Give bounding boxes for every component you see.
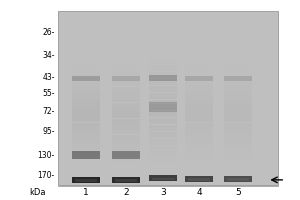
FancyBboxPatch shape [115,179,137,182]
FancyBboxPatch shape [72,151,100,159]
FancyBboxPatch shape [72,113,100,116]
FancyBboxPatch shape [58,11,278,185]
FancyBboxPatch shape [224,176,252,182]
Text: 95-: 95- [42,127,55,136]
Text: 130-: 130- [38,151,55,160]
FancyBboxPatch shape [112,151,140,159]
FancyBboxPatch shape [185,176,213,182]
FancyBboxPatch shape [72,177,100,183]
FancyBboxPatch shape [72,98,100,101]
FancyBboxPatch shape [149,107,178,110]
FancyBboxPatch shape [72,101,100,104]
FancyBboxPatch shape [149,100,178,103]
Text: kDa: kDa [29,188,45,197]
FancyBboxPatch shape [72,123,100,126]
FancyBboxPatch shape [188,178,210,181]
Text: 55-: 55- [42,89,55,98]
FancyBboxPatch shape [112,122,140,125]
FancyBboxPatch shape [112,119,140,122]
FancyBboxPatch shape [112,177,140,183]
Text: 2: 2 [123,188,129,197]
FancyBboxPatch shape [112,115,140,118]
FancyBboxPatch shape [224,76,252,81]
FancyBboxPatch shape [152,178,175,180]
Text: 43-: 43- [42,73,55,82]
FancyBboxPatch shape [72,76,100,81]
Text: 26-: 26- [43,28,55,37]
FancyBboxPatch shape [112,76,140,81]
Text: 72-: 72- [43,107,55,116]
FancyBboxPatch shape [112,109,140,112]
Text: 1: 1 [83,188,89,197]
FancyBboxPatch shape [72,116,100,119]
FancyBboxPatch shape [149,114,178,117]
FancyBboxPatch shape [185,76,213,81]
FancyBboxPatch shape [149,118,178,121]
FancyBboxPatch shape [112,106,140,109]
FancyBboxPatch shape [75,179,97,182]
FancyBboxPatch shape [149,75,178,81]
FancyBboxPatch shape [149,102,178,112]
Text: 170-: 170- [38,171,55,180]
Text: 3: 3 [160,188,166,197]
FancyBboxPatch shape [112,112,140,115]
FancyBboxPatch shape [72,107,100,110]
FancyBboxPatch shape [72,119,100,122]
FancyBboxPatch shape [226,178,249,181]
Text: 5: 5 [235,188,241,197]
FancyBboxPatch shape [72,104,100,107]
FancyBboxPatch shape [72,126,100,129]
FancyBboxPatch shape [149,104,178,107]
FancyBboxPatch shape [149,111,178,114]
FancyBboxPatch shape [149,175,178,181]
Text: 34-: 34- [42,51,55,60]
Text: 4: 4 [196,188,202,197]
FancyBboxPatch shape [72,110,100,113]
